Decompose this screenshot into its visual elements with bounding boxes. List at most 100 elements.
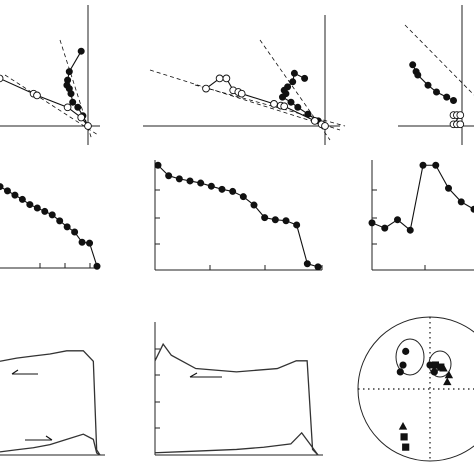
data-point <box>186 177 194 185</box>
data-point <box>11 191 19 199</box>
data-point <box>67 90 75 98</box>
data-point <box>165 172 173 180</box>
data-point <box>314 263 322 271</box>
data-point <box>444 184 452 192</box>
series-line <box>205 77 326 127</box>
fit-line <box>4 74 99 136</box>
curve <box>154 342 319 456</box>
data-point <box>430 368 438 376</box>
data-point <box>63 223 71 231</box>
data-point <box>18 195 26 203</box>
thermomag-1 <box>0 350 105 456</box>
data-point <box>175 175 183 183</box>
data-point <box>294 103 302 111</box>
data-point <box>26 201 34 209</box>
data-point <box>280 102 289 111</box>
data-point <box>381 224 389 232</box>
data-point <box>63 103 72 112</box>
data-point <box>77 47 85 55</box>
data-point <box>443 377 452 386</box>
curve <box>154 431 319 456</box>
data-point <box>400 433 408 441</box>
decay-1 <box>0 183 101 270</box>
data-point <box>222 74 231 83</box>
data-point <box>399 361 407 369</box>
data-point <box>409 61 417 69</box>
data-point <box>444 370 454 379</box>
data-point <box>86 239 94 247</box>
data-point <box>3 187 11 195</box>
data-point <box>78 238 86 246</box>
decay-3 <box>368 160 474 271</box>
data-point <box>93 262 101 270</box>
arrow-right <box>25 435 53 441</box>
data-point <box>443 93 451 101</box>
data-point <box>402 443 410 451</box>
data-point <box>457 198 465 206</box>
data-point <box>439 363 448 372</box>
data-point <box>301 74 309 82</box>
stereonet <box>357 316 474 462</box>
data-point <box>287 98 295 106</box>
data-point <box>449 97 457 105</box>
data-point <box>414 71 422 79</box>
data-point <box>321 122 329 130</box>
data-point <box>278 93 286 101</box>
curve <box>0 433 101 456</box>
data-point <box>406 226 414 234</box>
data-point <box>77 113 86 122</box>
data-point <box>154 161 162 169</box>
data-point <box>282 217 290 225</box>
data-point <box>270 100 278 108</box>
data-point <box>368 219 376 227</box>
data-point <box>424 81 432 89</box>
data-point <box>398 421 408 430</box>
data-point <box>48 211 56 219</box>
decay-2 <box>154 160 323 271</box>
arrow-left <box>189 372 222 378</box>
fit-line <box>149 69 341 131</box>
data-point <box>293 221 301 229</box>
data-point <box>271 216 279 224</box>
data-point <box>56 217 64 225</box>
data-point <box>419 161 427 169</box>
data-point <box>393 216 401 224</box>
data-point <box>33 204 41 212</box>
data-point <box>290 69 298 77</box>
data-point <box>250 201 258 209</box>
data-point <box>261 214 269 222</box>
decay-line <box>371 164 474 232</box>
data-point <box>202 84 210 93</box>
data-point <box>303 260 311 268</box>
zijderveld-1 <box>0 5 100 145</box>
thermomag-2 <box>154 322 323 456</box>
data-point <box>41 207 49 215</box>
confidence-ellipse <box>395 338 425 376</box>
data-point <box>207 182 215 190</box>
zijderveld-2 <box>143 15 346 145</box>
data-point <box>84 122 92 130</box>
curve <box>0 350 101 456</box>
fit-line <box>404 24 474 96</box>
data-point <box>289 78 297 86</box>
data-point <box>432 88 440 96</box>
data-point <box>229 187 237 195</box>
data-point <box>69 98 77 106</box>
data-point <box>0 74 4 83</box>
data-point <box>218 185 226 193</box>
fit-line <box>194 84 346 127</box>
data-point <box>74 103 82 111</box>
data-point <box>456 120 465 129</box>
data-point <box>456 111 465 119</box>
data-point <box>396 368 404 376</box>
data-point <box>402 347 410 355</box>
primitive-circle <box>357 316 474 462</box>
data-point <box>237 89 246 98</box>
data-point <box>432 161 440 169</box>
data-point <box>0 183 4 191</box>
zijderveld-3 <box>398 5 474 145</box>
data-point <box>310 117 319 125</box>
data-point <box>197 179 205 187</box>
data-point <box>215 74 224 83</box>
